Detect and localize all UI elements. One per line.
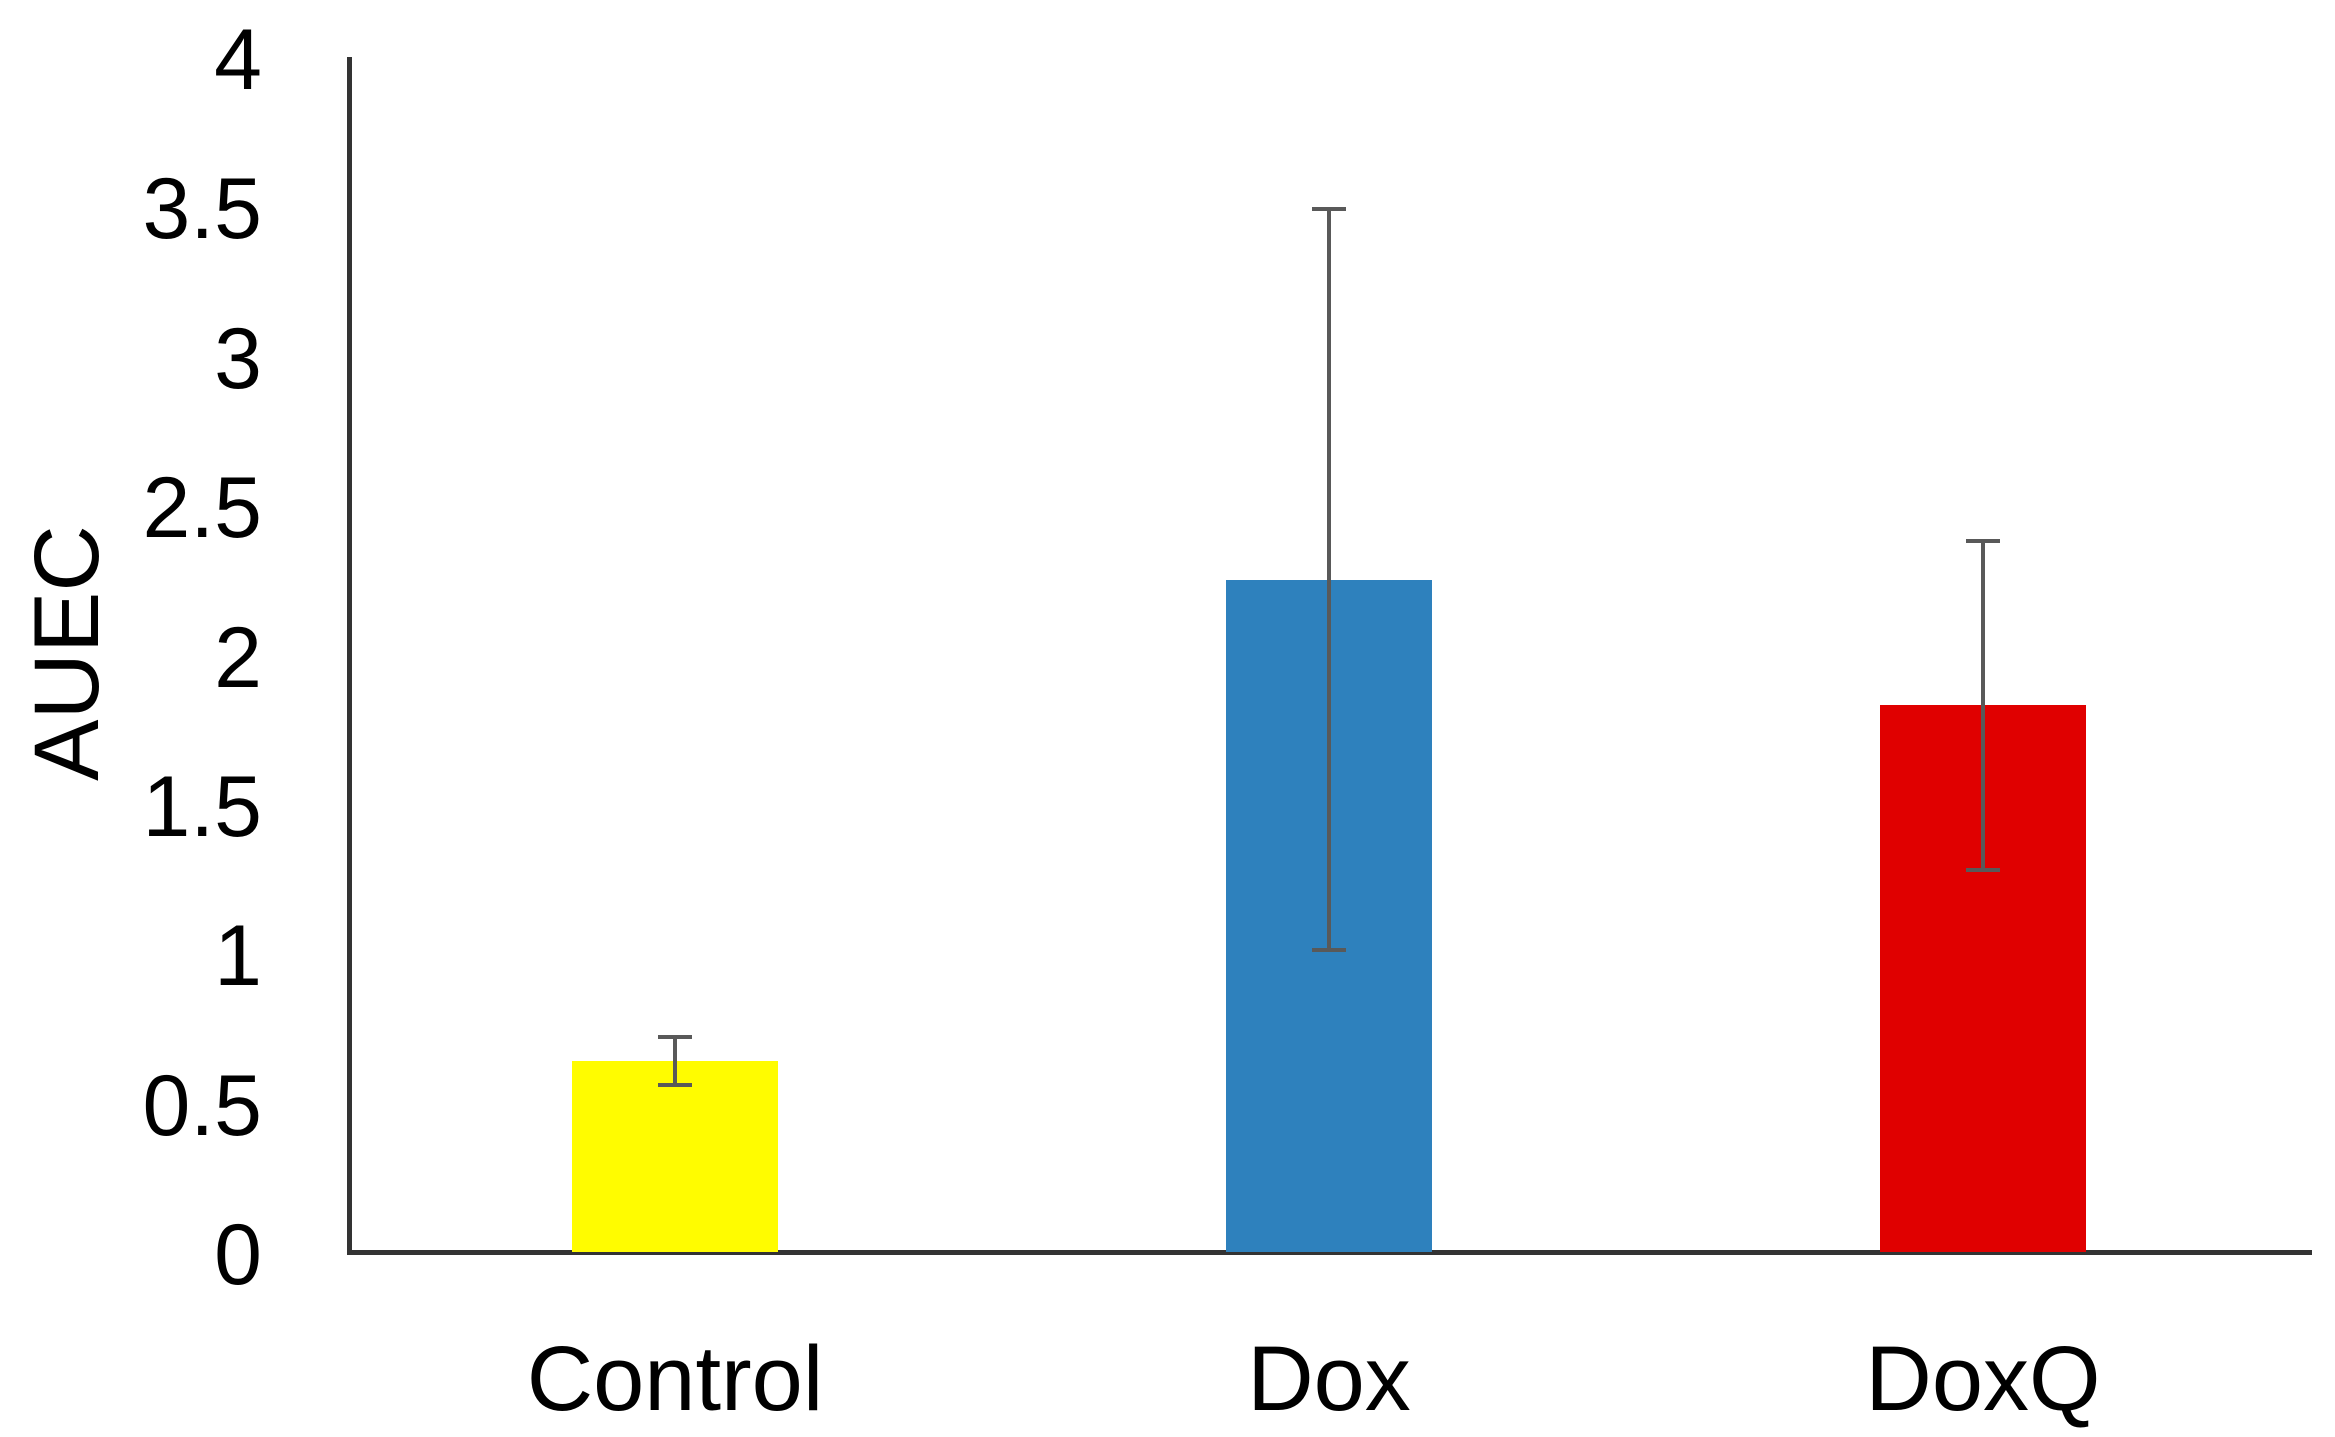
bar-control: [572, 1060, 778, 1252]
y-axis-line: [347, 57, 352, 1255]
y-tick-label: 1: [214, 908, 262, 1005]
y-tick-label: 2.5: [142, 460, 262, 557]
error-bar-stem: [673, 1036, 677, 1085]
y-tick-label: 0: [214, 1207, 262, 1303]
error-bar-cap-bottom: [1312, 948, 1346, 953]
y-tick-label: 3: [214, 310, 262, 407]
error-bar-stem: [1981, 540, 1985, 870]
error-bar-cap-bottom: [1966, 867, 2000, 872]
x-category-label-control: Control: [526, 1328, 824, 1430]
x-category-label-dox: Dox: [1247, 1328, 1411, 1430]
error-bar-cap-bottom: [658, 1082, 692, 1087]
error-bar-stem: [1327, 209, 1331, 951]
y-tick-label: 2: [214, 609, 262, 706]
y-tick-label: 1.5: [142, 758, 262, 855]
error-bar-cap-top: [1312, 207, 1346, 212]
x-axis-line: [347, 1250, 2312, 1255]
y-tick-label: 4: [214, 12, 262, 108]
y-tick-label: 3.5: [142, 161, 262, 258]
error-bar-cap-top: [658, 1034, 692, 1039]
y-tick-label: 0.5: [142, 1057, 262, 1154]
x-category-label-doxq: DoxQ: [1865, 1328, 2101, 1430]
error-bar-cap-top: [1966, 538, 2000, 543]
